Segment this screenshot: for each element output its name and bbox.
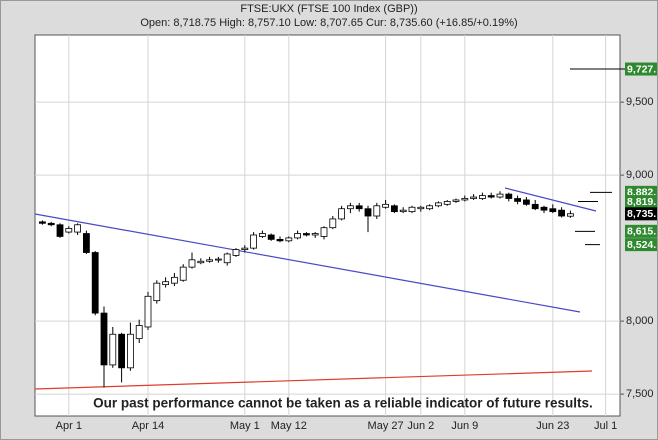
candle-body xyxy=(408,206,416,213)
candle-body xyxy=(276,238,284,242)
candle-body xyxy=(373,205,381,217)
candle-body xyxy=(135,325,143,340)
candle-body xyxy=(206,259,214,262)
price-label: 8,735. xyxy=(627,208,656,220)
candle-body xyxy=(250,234,258,249)
y-tick-label: 8,000 xyxy=(626,315,654,327)
candle-body xyxy=(241,247,249,250)
price-label-box xyxy=(625,62,657,76)
trendline xyxy=(34,370,593,390)
candle-body xyxy=(443,201,451,205)
candle-body xyxy=(267,234,275,240)
candle-body xyxy=(294,233,302,239)
candle-body xyxy=(505,193,513,199)
candle-body xyxy=(109,333,117,366)
candle-body xyxy=(311,233,319,236)
candle-body xyxy=(329,218,337,229)
candle-body xyxy=(100,312,108,366)
x-tick-label: May 27 xyxy=(368,420,404,432)
y-tick-label: 7,500 xyxy=(626,388,654,400)
chart-subtitle: Open: 8,718.75 High: 8,757.10 Low: 8,707… xyxy=(140,17,517,29)
candle-body xyxy=(452,199,460,202)
x-tick-label: Jul 1 xyxy=(594,420,617,432)
candle-body xyxy=(118,333,125,369)
y-tick-label: 9,000 xyxy=(626,169,654,181)
candle-body xyxy=(65,228,73,233)
candle-body xyxy=(188,259,196,268)
candle-body xyxy=(74,224,81,233)
candle-body xyxy=(549,208,557,213)
x-tick-label: Jun 23 xyxy=(536,420,569,432)
price-label: 8,524. xyxy=(627,239,656,251)
x-tick-label: Jun 9 xyxy=(451,420,478,432)
candle-body xyxy=(232,249,240,256)
price-label: 9,727. xyxy=(627,63,656,75)
x-tick-label: May 1 xyxy=(230,420,260,432)
candle-body xyxy=(285,237,293,242)
candle-body xyxy=(197,260,205,264)
candle-body xyxy=(426,205,434,210)
candle-body xyxy=(478,195,486,199)
disclaimer: Our past performance cannot be taken as … xyxy=(93,396,593,411)
candle-body xyxy=(540,206,548,211)
candle-body xyxy=(170,276,178,284)
candle-body xyxy=(390,205,398,213)
chart-title: FTSE:UKX (FTSE 100 Index (GBP)) xyxy=(240,3,417,15)
candle-body xyxy=(434,202,442,207)
candle-body xyxy=(514,198,521,202)
candle-body xyxy=(461,198,469,201)
x-tick-label: Apr 14 xyxy=(132,420,164,432)
candle-body xyxy=(399,209,407,213)
price-label-box xyxy=(625,224,657,238)
candle-body xyxy=(153,282,161,302)
candle-body xyxy=(320,227,328,237)
price-label: 8,819. xyxy=(627,196,656,208)
candle-body xyxy=(144,295,152,328)
candle-body xyxy=(487,195,495,198)
trendline xyxy=(504,187,597,212)
candle-body xyxy=(338,208,346,220)
candle-body xyxy=(417,206,425,210)
candle-body xyxy=(523,199,530,205)
candle-body xyxy=(39,221,46,224)
x-tick-label: Jun 2 xyxy=(407,420,434,432)
y-tick-label: 9,500 xyxy=(626,96,654,108)
x-tick-label: May 12 xyxy=(271,420,307,432)
candle-body xyxy=(302,233,310,236)
candle-body xyxy=(127,333,134,369)
candle-body xyxy=(56,224,64,237)
candle-body xyxy=(258,233,266,237)
candle-body xyxy=(223,253,231,264)
candle-body xyxy=(83,233,90,253)
candle-body xyxy=(496,193,504,198)
candle-body xyxy=(179,266,187,281)
candle-body xyxy=(531,203,539,210)
candle-body xyxy=(364,208,372,217)
candle-body xyxy=(355,205,363,210)
candle-body xyxy=(214,258,222,261)
candle-body xyxy=(47,222,55,226)
trendline xyxy=(34,213,581,313)
candle-body xyxy=(162,281,170,286)
candle-body xyxy=(382,203,390,208)
price-label: 8,615. xyxy=(627,226,656,238)
candle-body xyxy=(567,213,574,217)
candle-body xyxy=(346,205,354,210)
price-label-box xyxy=(625,207,657,221)
candle-body xyxy=(558,209,565,217)
candle-body xyxy=(91,252,99,314)
candle-body xyxy=(470,196,478,199)
x-tick-label: Apr 1 xyxy=(56,420,82,432)
price-label-box xyxy=(625,238,657,252)
price-label-box xyxy=(625,195,657,209)
